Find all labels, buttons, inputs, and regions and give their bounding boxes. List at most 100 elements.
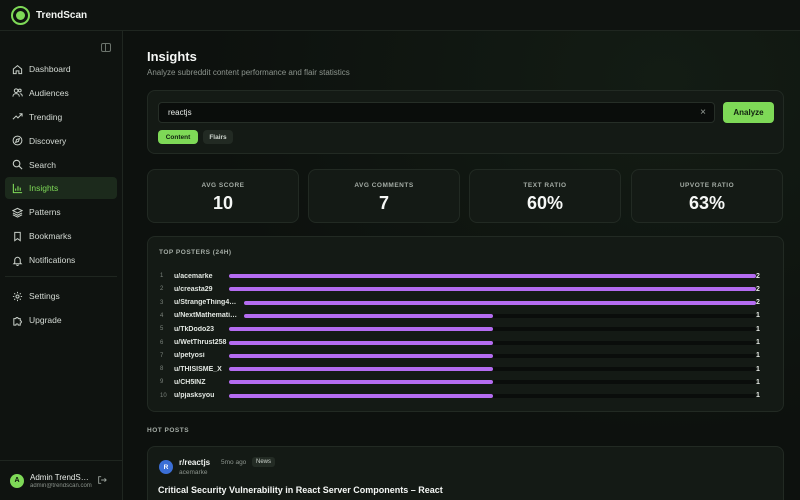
poster-bar-fill [229, 393, 493, 398]
poster-rank: 9 [160, 379, 164, 386]
poster-rank: 4 [160, 312, 164, 319]
poster-count: 2 [756, 272, 760, 280]
poster-rank: 2 [160, 286, 164, 293]
search-icon [12, 159, 23, 170]
poster-username[interactable]: u/StrangeThing4824 [174, 299, 240, 307]
poster-count: 1 [756, 365, 760, 373]
poster-rank: 5 [160, 326, 164, 333]
poster-bar-track [229, 274, 756, 278]
subreddit-name[interactable]: r/reactjs [179, 458, 211, 467]
poster-rank: 8 [160, 366, 164, 373]
stat-card-avg-comments: AVG COMMENTS 7 [308, 169, 460, 223]
clear-icon[interactable]: × [700, 107, 706, 118]
poster-count: 1 [756, 352, 760, 360]
stat-label: AVG COMMENTS [354, 182, 414, 189]
top-poster-row[interactable]: 6 u/WetThrust258 1 [160, 338, 780, 348]
sidebar-collapse-icon[interactable] [101, 43, 111, 52]
sidebar-item-label: Notifications [29, 255, 76, 266]
sidebar-item-label: Bookmarks [29, 231, 72, 242]
top-poster-row[interactable]: 1 u/acemarke 2 [160, 271, 780, 281]
logout-icon[interactable] [97, 475, 107, 485]
poster-bar-fill [244, 313, 493, 318]
tab-content[interactable]: Content [158, 130, 198, 144]
poster-rank: 3 [160, 299, 164, 306]
post-title[interactable]: Critical Security Vulnerability in React… [158, 485, 443, 495]
top-poster-row[interactable]: 7 u/petyosi 1 [160, 351, 780, 361]
sidebar-item-trending[interactable]: Trending [5, 106, 117, 128]
stat-card-upvote-ratio: UPVOTE RATIO 63% [631, 169, 783, 223]
search-input[interactable] [168, 108, 688, 117]
stat-value: 63% [688, 193, 726, 213]
sidebar-item-label: Dashboard [29, 64, 71, 74]
poster-bar-fill [229, 353, 493, 358]
stat-value: 60% [526, 193, 564, 213]
trending-icon [12, 111, 23, 122]
sidebar-item-label: Discovery [29, 135, 67, 146]
top-bar: TrendScan [0, 0, 800, 31]
top-poster-row[interactable]: 5 u/TkDodo23 1 [160, 324, 780, 334]
sidebar-item-notifications[interactable]: Notifications [5, 249, 117, 271]
sidebar-item-label: Insights [29, 183, 59, 194]
stat-label: AVG SCORE [201, 182, 245, 189]
sidebar-item-search[interactable]: Search [5, 154, 117, 176]
sidebar-item-patterns[interactable]: Patterns [5, 201, 117, 223]
hot-posts-label: HOT POSTS [147, 427, 190, 434]
poster-count: 1 [756, 378, 760, 386]
account-email: admin@trendscan.com [30, 482, 92, 489]
bell-icon [12, 255, 23, 266]
sidebar-item-label: Upgrade [29, 315, 62, 326]
top-poster-row[interactable]: 8 u/THISISME_X 1 [160, 364, 780, 374]
poster-rank: 7 [160, 352, 164, 359]
top-poster-row[interactable]: 10 u/pjasksyou 1 [160, 391, 780, 401]
poster-bar-fill [229, 380, 493, 385]
avatar: A [10, 473, 24, 488]
top-poster-row[interactable]: 3 u/StrangeThing4824 2 [160, 298, 780, 308]
poster-bar-track [229, 340, 756, 345]
sidebar-item-upgrade[interactable]: Upgrade [5, 309, 117, 331]
sidebar-divider [5, 276, 117, 278]
poster-bar-track [229, 380, 756, 385]
stat-card-text-ratio: TEXT RATIO 60% [469, 169, 621, 223]
hot-post-card[interactable]: R r/reactjs 5mo ago News acemarke Critic… [147, 446, 784, 500]
section-label: TOP POSTERS (24H) [159, 249, 232, 256]
sidebar-item-bookmarks[interactable]: Bookmarks [5, 225, 117, 247]
poster-rank: 1 [160, 273, 164, 279]
tab-flairs[interactable]: Flairs [203, 130, 233, 144]
top-poster-row[interactable]: 4 u/NextMathematici... 1 [160, 311, 780, 321]
poster-bar-fill [244, 300, 756, 305]
stat-label: UPVOTE RATIO [679, 182, 735, 189]
top-poster-row[interactable]: 2 u/creasta29 2 [160, 284, 780, 294]
sidebar-item-settings[interactable]: Settings [5, 285, 117, 307]
sidebar-item-discovery[interactable]: Discovery [5, 130, 117, 152]
subreddit-search[interactable]: × [158, 102, 715, 123]
poster-bar-track [229, 393, 756, 398]
sidebar-item-dashboard[interactable]: Dashboard [5, 58, 117, 80]
top-poster-row[interactable]: 9 u/CH5INZ 1 [160, 377, 780, 387]
poster-username[interactable]: u/NextMathematici... [174, 312, 240, 320]
analyze-button[interactable]: Analyze [723, 102, 774, 123]
compass-icon [12, 135, 23, 146]
poster-count: 2 [756, 285, 760, 293]
poster-bar-track [229, 287, 756, 292]
users-icon [12, 87, 23, 98]
sidebar-item-insights[interactable]: Insights [5, 177, 117, 200]
stat-value: 10 [212, 193, 234, 213]
poster-count: 1 [756, 392, 760, 400]
poster-count: 1 [756, 312, 760, 320]
account-panel[interactable]: A Admin TrendScan admin@trendscan.com [0, 460, 123, 500]
bookmark-icon [12, 231, 23, 242]
poster-bar-track [244, 300, 756, 305]
poster-bar-fill [229, 327, 493, 332]
logo-icon [11, 5, 30, 25]
poster-bar-fill [229, 367, 493, 372]
search-card: × Analyze Content Flairs [147, 90, 784, 154]
sidebar-item-label: Search [29, 159, 56, 170]
sidebar-item-audiences[interactable]: Audiences [5, 82, 117, 104]
top-posters-card: TOP POSTERS (24H) 1 u/acemarke 2 2 u/creasta… [147, 236, 784, 412]
poster-count: 1 [756, 339, 760, 346]
post-author[interactable]: acemarke [179, 469, 208, 476]
sidebar-nav: Dashboard Audiences Trending Discovery S… [5, 58, 117, 333]
flair-badge: News [252, 457, 276, 467]
post-time: 5mo ago [221, 459, 247, 466]
page-subtitle: Analyze subreddit content performance an… [147, 68, 350, 77]
